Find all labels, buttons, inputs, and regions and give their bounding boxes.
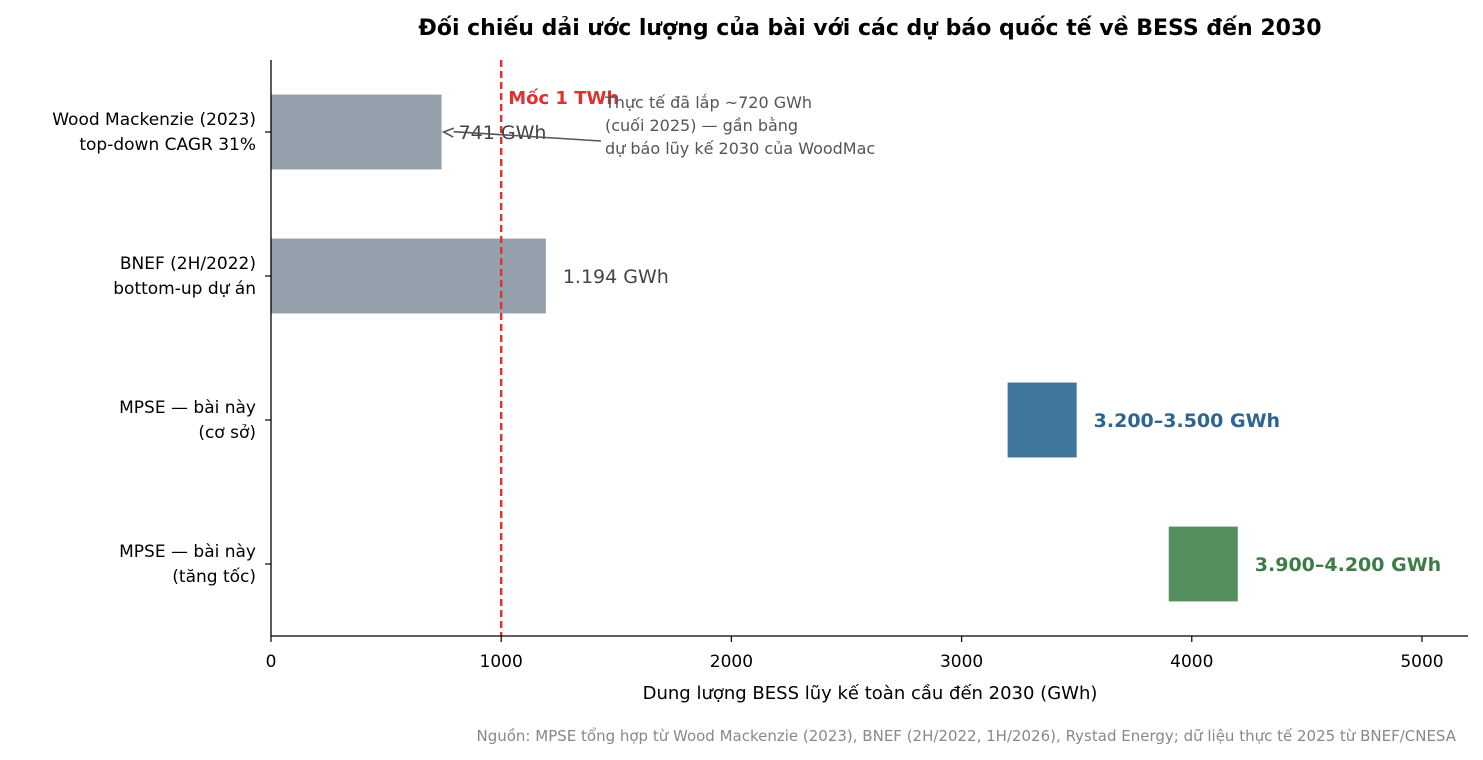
x-tick-label: 0: [266, 652, 277, 672]
y-tick-label: top-down CAGR 31%: [79, 135, 256, 155]
y-tick-label: (cơ sở): [198, 423, 256, 443]
annotation-layer: Thực tế đã lắp ~720 GWh (cuối 2025) — gần…: [441, 93, 875, 158]
x-axis-title: Dung lượng BESS lũy kế toàn cầu đến 2030…: [643, 683, 1098, 704]
bars-layer: [271, 94, 1238, 602]
chart-title: Đối chiếu dải ước lượng của bài với các …: [418, 16, 1321, 41]
x-tick-label: 3000: [940, 652, 983, 672]
annotation-text-line: Thực tế đã lắp ~720 GWh: [604, 93, 812, 112]
bar-3: [1168, 526, 1238, 602]
bar-labels-layer: 741 GWh 1.194 GWh 3.200–3.500 GWh 3.900–4.2…: [459, 122, 1442, 576]
bar-value-label: 3.200–3.500 GWh: [1094, 410, 1280, 432]
y-tick-label: BNEF (2H/2022): [120, 254, 256, 274]
x-tick-label: 5000: [1400, 652, 1443, 672]
bar-value-label: 1.194 GWh: [563, 266, 669, 288]
annotation-arrow-head: [441, 127, 455, 138]
reference-line-layer: Mốc 1 TWh: [499, 60, 619, 636]
x-tick-label: 2000: [710, 652, 753, 672]
reference-line-label: Mốc 1 TWh: [508, 88, 619, 109]
y-tick-label: bottom-up dự án: [113, 279, 256, 299]
annotation-text-line: dự báo lũy kế 2030 của WoodMac: [605, 139, 875, 158]
annotation-arrow-line: [453, 130, 602, 142]
x-tick-label: 1000: [480, 652, 523, 672]
annotation-text-line: (cuối 2025) — gần bằng: [605, 116, 798, 135]
bar-value-label: 3.900–4.200 GWh: [1255, 554, 1441, 576]
y-tick-label: (tăng tốc): [172, 566, 256, 587]
y-tick-label: MPSE — bài này: [119, 542, 256, 562]
bar-2: [1007, 382, 1077, 458]
bar-0: [271, 94, 442, 170]
y-tick-label: MPSE — bài này: [119, 398, 256, 418]
x-tick-label: 4000: [1170, 652, 1213, 672]
bar-value-label: 741 GWh: [459, 122, 547, 144]
axes-layer: 0 1000 2000 3000 4000 5000 Wood Mackenzie (202…: [52, 60, 1468, 672]
y-tick-label: Wood Mackenzie (2023): [52, 110, 256, 130]
bar-1: [271, 238, 546, 314]
source-note: Nguồn: MPSE tổng hợp từ Wood Mackenzie (…: [477, 727, 1457, 745]
